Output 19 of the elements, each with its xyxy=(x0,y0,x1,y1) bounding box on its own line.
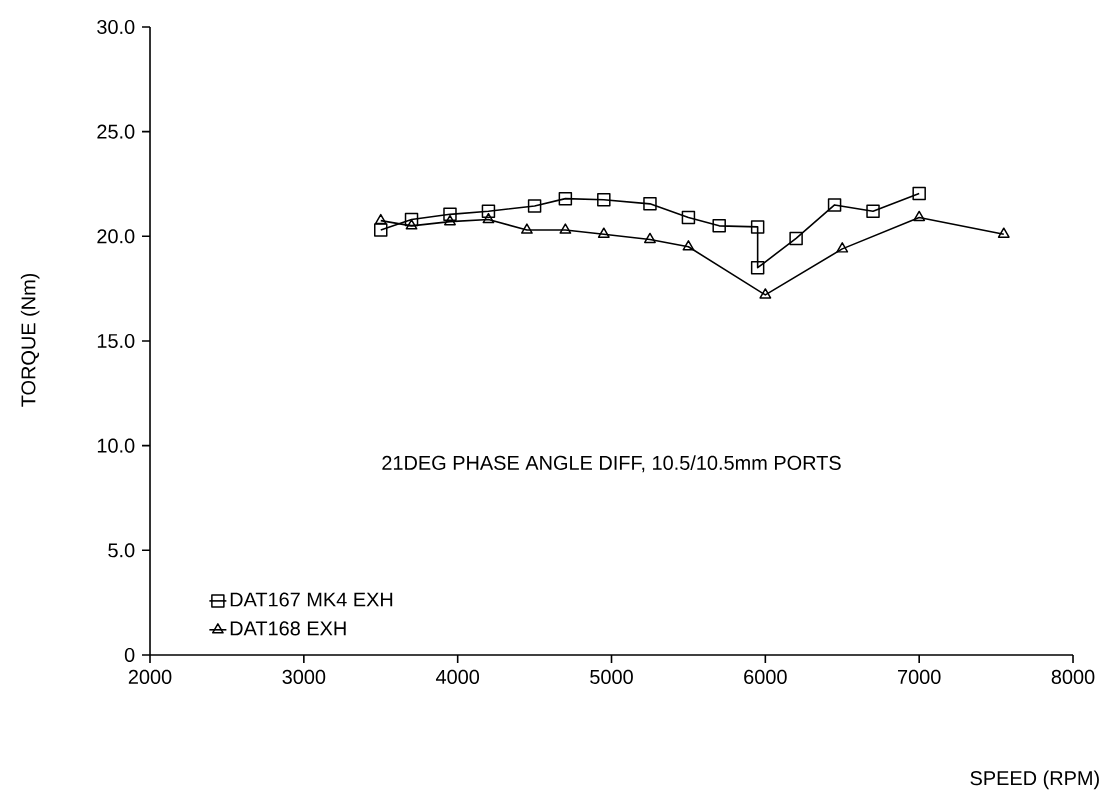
x-tick-label: 2000 xyxy=(128,669,172,684)
x-tick-label: 7000 xyxy=(898,669,941,684)
y-tick-label: 15.0 xyxy=(97,333,135,349)
y-tick-label: 25.0 xyxy=(97,124,135,139)
x-tick-label: 3000 xyxy=(282,669,326,684)
y-tick-label: 0 xyxy=(124,647,135,663)
y-tick-label: 30.0 xyxy=(97,19,135,35)
legend-label: DAT168 EXH xyxy=(230,621,346,636)
legend-label: DAT167 MK4 EXH xyxy=(230,592,393,607)
x-tick-label: 5000 xyxy=(590,669,633,684)
y-axis-title: TORQUE (Nm) xyxy=(20,273,40,407)
y-tick-label: 5.0 xyxy=(108,543,135,558)
x-tick-label: 8000 xyxy=(1051,669,1095,684)
y-tick-label: 20.0 xyxy=(97,229,135,244)
y-tick-label: 10.0 xyxy=(97,438,135,453)
x-tick-label: 6000 xyxy=(744,669,787,684)
annotation: 21DEG PHASE ANGLE DIFF, 10.5/10.5mm PORTS xyxy=(382,455,841,473)
x-tick-label: 4000 xyxy=(435,669,480,684)
x-axis-title: SPEED (RPM) xyxy=(970,770,1099,790)
